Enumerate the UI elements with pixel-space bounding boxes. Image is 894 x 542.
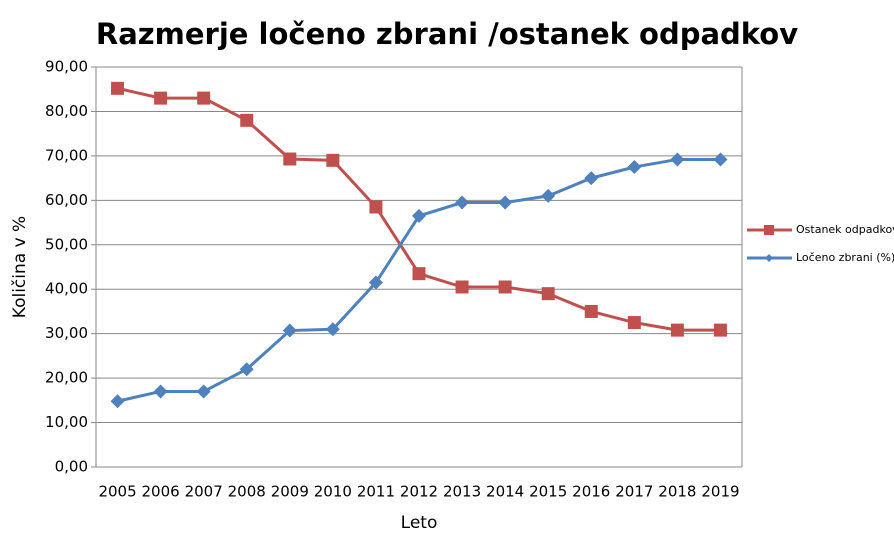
- y-tick-label: 0,00: [55, 458, 88, 476]
- x-tick-label: 2018: [658, 483, 696, 501]
- y-tick-label: 60,00: [45, 191, 88, 209]
- x-tick-label: 2016: [572, 483, 610, 501]
- y-tick-label: 90,00: [45, 58, 88, 76]
- data-point: [239, 362, 254, 377]
- data-point: [197, 91, 211, 105]
- x-tick-label: 2009: [271, 483, 309, 501]
- data-point: [326, 153, 340, 167]
- data-point: [283, 152, 297, 166]
- data-point: [240, 113, 254, 127]
- x-tick-label: 2007: [185, 483, 223, 501]
- y-axis-label: Količina v %: [10, 216, 30, 318]
- legend-marker: [764, 225, 774, 235]
- x-tick-label: 2006: [142, 483, 180, 501]
- legend-label: Ločeno zbrani (%): [796, 251, 894, 264]
- x-axis-label: Leto: [401, 513, 438, 533]
- data-point: [670, 323, 684, 337]
- data-point: [196, 384, 211, 399]
- x-tick-label: 2019: [701, 483, 739, 501]
- legend-marker: [765, 254, 773, 262]
- data-point: [111, 81, 125, 95]
- x-tick-label: 2012: [400, 483, 438, 501]
- data-point: [154, 91, 168, 105]
- data-point: [368, 275, 383, 290]
- series-line: [117, 157, 721, 403]
- data-point: [412, 208, 426, 223]
- y-tick-label: 20,00: [45, 369, 88, 387]
- legend-label: Ostanek odpadkov (%): [796, 223, 894, 236]
- data-point: [627, 160, 642, 174]
- x-tick-label: 2014: [486, 483, 524, 501]
- x-tick-label: 2011: [357, 483, 395, 501]
- x-tick-label: 2015: [529, 483, 567, 501]
- y-tick-label: 40,00: [45, 280, 88, 298]
- data-point: [670, 152, 685, 167]
- x-tick-label: 2005: [98, 483, 136, 501]
- data-point: [110, 394, 125, 409]
- data-point: [153, 384, 168, 399]
- x-tick-label: 2013: [443, 483, 481, 501]
- data-point: [455, 195, 470, 210]
- x-tick-label: 2010: [314, 483, 352, 501]
- chart-title: Razmerje ločeno zbrani /ostanek odpadkov: [96, 17, 798, 51]
- data-point: [498, 195, 513, 210]
- y-tick-label: 30,00: [45, 324, 88, 342]
- y-tick-label: 50,00: [45, 235, 88, 253]
- data-point: [713, 152, 728, 167]
- data-point: [627, 316, 641, 330]
- data-point: [369, 200, 383, 214]
- x-tick-label: 2017: [615, 483, 653, 501]
- y-tick-label: 70,00: [45, 146, 88, 164]
- data-point: [713, 323, 727, 337]
- data-point: [412, 267, 426, 281]
- y-tick-label: 80,00: [45, 102, 88, 120]
- data-point: [455, 280, 469, 294]
- data-point: [282, 323, 297, 338]
- x-tick-label: 2008: [228, 483, 266, 501]
- y-tick-label: 10,00: [45, 413, 88, 431]
- data-point: [541, 287, 555, 301]
- data-point: [498, 280, 512, 294]
- data-point: [325, 322, 340, 337]
- data-point: [541, 188, 556, 203]
- data-point: [584, 304, 598, 318]
- data-point: [584, 171, 599, 186]
